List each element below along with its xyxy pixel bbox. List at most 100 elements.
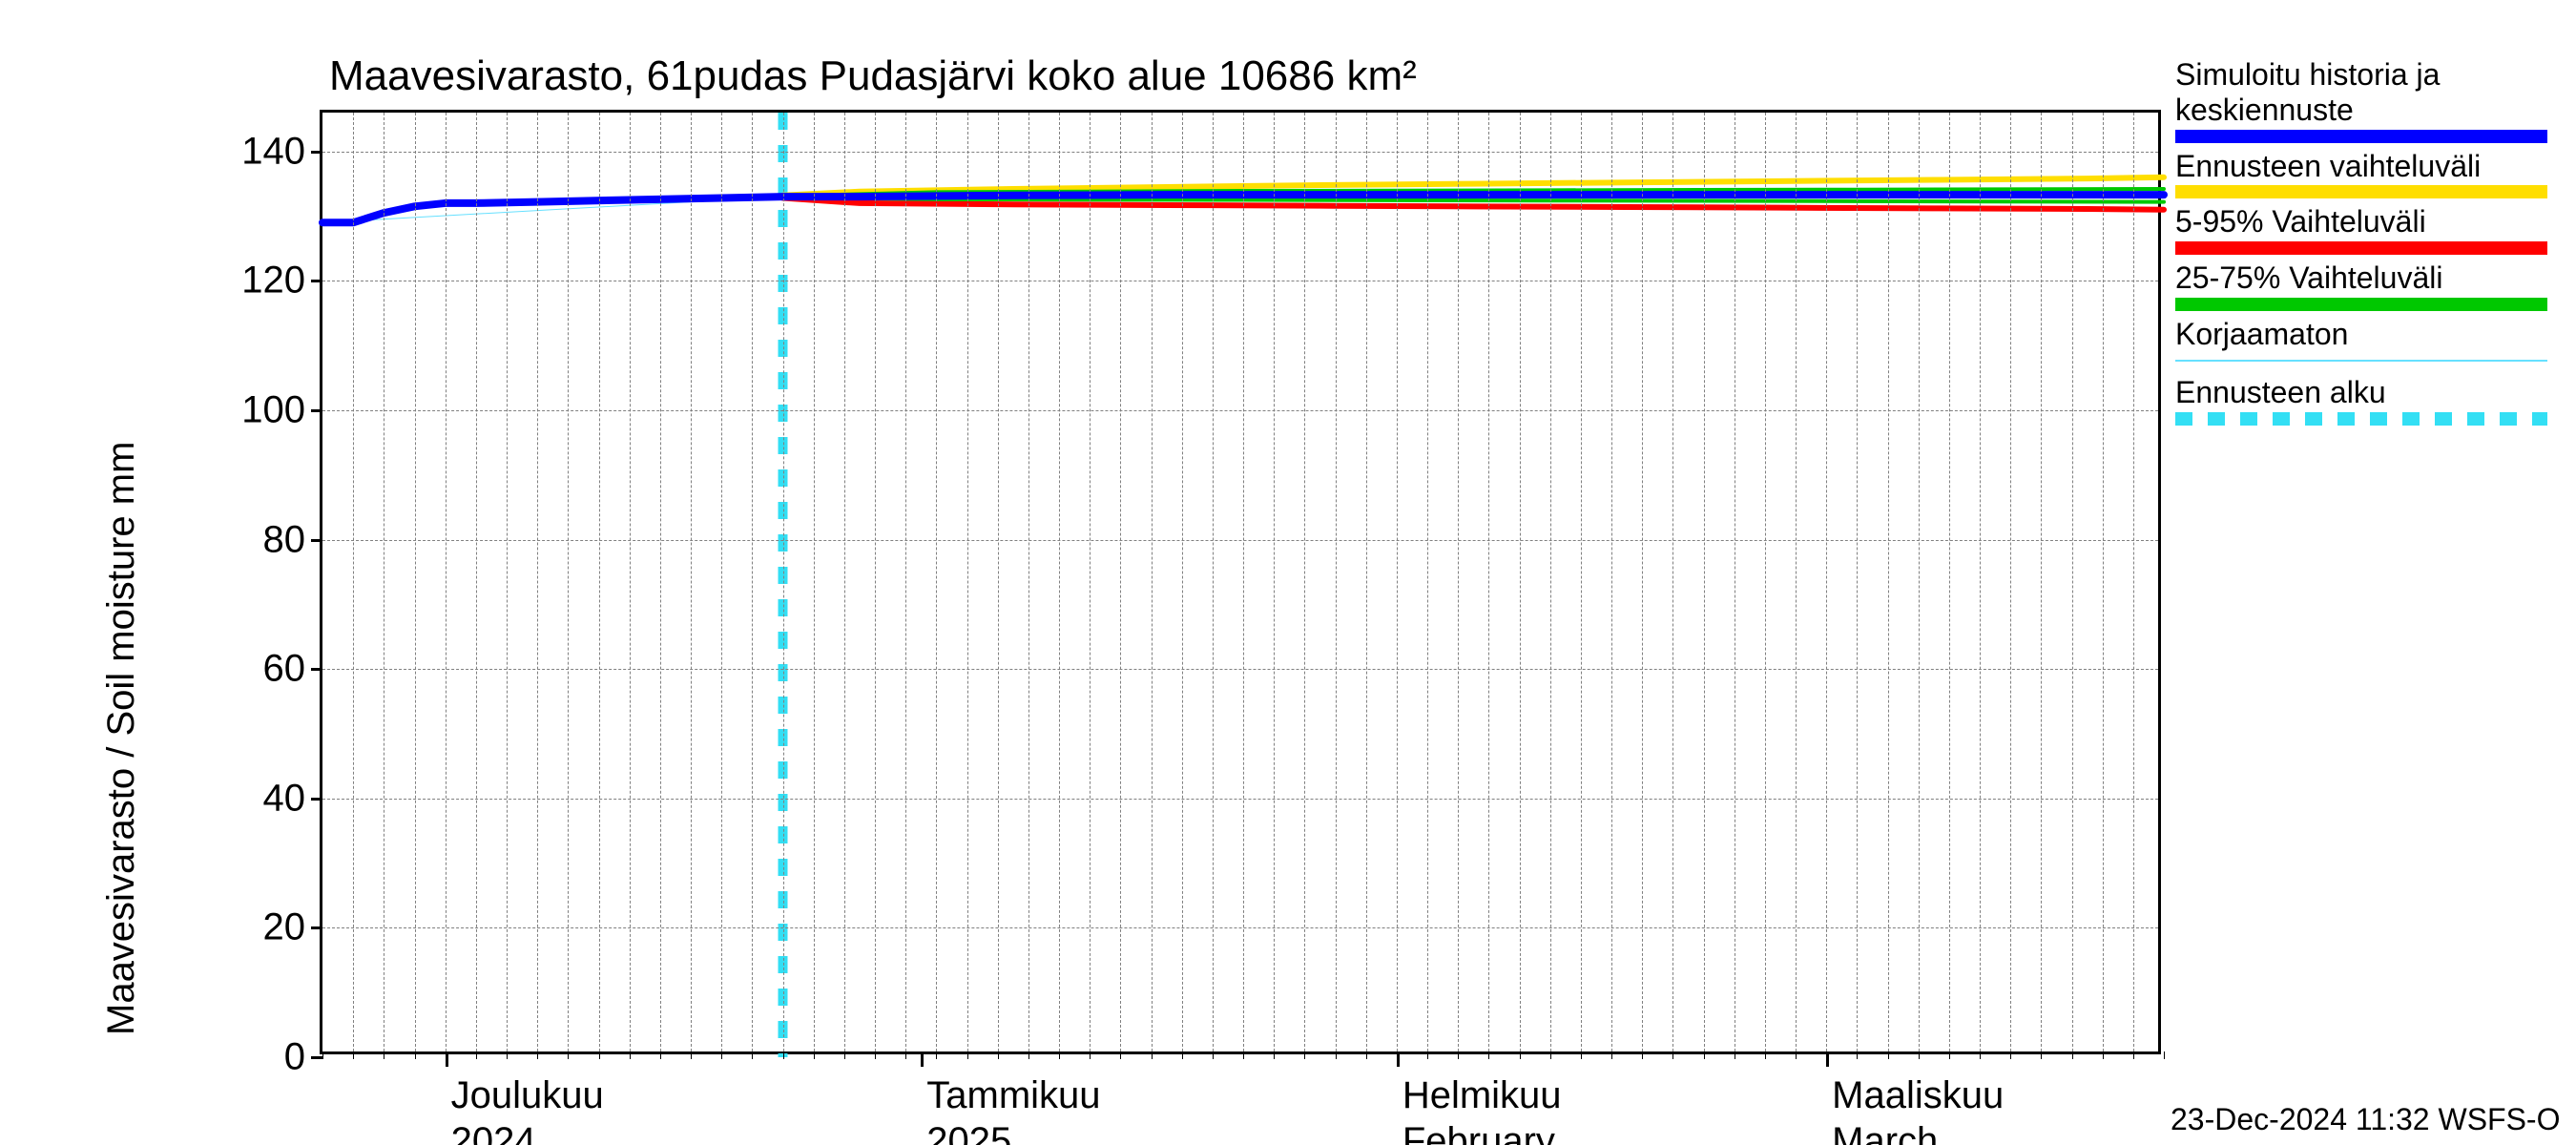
- grid-vertical: [875, 113, 876, 1051]
- grid-vertical: [1611, 113, 1612, 1051]
- x-tick-minor: [905, 1051, 906, 1059]
- grid-vertical: [1059, 113, 1060, 1051]
- y-tick-label: 20: [263, 906, 306, 949]
- x-tick-minor: [691, 1051, 692, 1059]
- grid-vertical: [844, 113, 845, 1051]
- grid-vertical: [1949, 113, 1950, 1051]
- grid-vertical: [1090, 113, 1091, 1051]
- grid-vertical: [1028, 113, 1029, 1051]
- grid-vertical: [1274, 113, 1275, 1051]
- legend-item: Korjaamaton: [2175, 317, 2547, 362]
- y-tick-label: 80: [263, 518, 306, 561]
- x-tick-minor: [1336, 1051, 1337, 1059]
- grid-vertical: [967, 113, 968, 1051]
- y-tick-label: 140: [241, 130, 305, 173]
- grid-vertical: [446, 113, 447, 1051]
- y-tick-mark: [311, 1056, 322, 1059]
- grid-vertical: [814, 113, 815, 1051]
- grid-vertical: [1642, 113, 1643, 1051]
- x-tick-minor: [1458, 1051, 1459, 1059]
- x-tick-minor: [1059, 1051, 1060, 1059]
- x-tick-label: Helmikuu: [1402, 1074, 1562, 1117]
- x-tick-minor: [783, 1051, 784, 1059]
- legend-label: Ennusteen alku: [2175, 375, 2547, 410]
- grid-vertical: [1152, 113, 1153, 1051]
- grid-vertical: [476, 113, 477, 1051]
- grid-vertical: [2010, 113, 2011, 1051]
- legend-label: Simuloitu historia ja: [2175, 57, 2547, 93]
- y-tick-mark: [311, 409, 322, 412]
- x-tick-minor: [936, 1051, 937, 1059]
- grid-vertical: [353, 113, 354, 1051]
- x-tick-minor: [2072, 1051, 2073, 1059]
- y-tick-mark: [311, 798, 322, 801]
- x-tick-minor: [537, 1051, 538, 1059]
- grid-vertical: [721, 113, 722, 1051]
- y-tick-label: 60: [263, 648, 306, 691]
- y-tick-mark: [311, 280, 322, 282]
- x-tick-minor: [2010, 1051, 2011, 1059]
- x-tick-minor: [1765, 1051, 1766, 1059]
- x-tick-minor: [1949, 1051, 1950, 1059]
- x-tick-major: [921, 1051, 924, 1067]
- x-tick-minor: [814, 1051, 815, 1059]
- x-tick-minor: [2041, 1051, 2042, 1059]
- grid-vertical: [660, 113, 661, 1051]
- x-tick-major: [1397, 1051, 1400, 1067]
- grid-vertical: [1826, 113, 1827, 1051]
- grid-vertical: [936, 113, 937, 1051]
- grid-vertical: [415, 113, 416, 1051]
- x-tick-label: Joulukuu: [451, 1074, 604, 1117]
- x-tick-minor: [1304, 1051, 1305, 1059]
- x-tick-sublabel: February: [1402, 1120, 1555, 1145]
- x-tick-label: Tammikuu: [926, 1074, 1100, 1117]
- legend-swatch: [2175, 360, 2547, 362]
- x-tick-minor: [1704, 1051, 1705, 1059]
- legend-label: Korjaamaton: [2175, 317, 2547, 352]
- grid-vertical: [1304, 113, 1305, 1051]
- grid-vertical: [1427, 113, 1428, 1051]
- legend-swatch: [2175, 185, 2547, 198]
- legend-label: Ennusteen vaihteluväli: [2175, 149, 2547, 184]
- legend-label: 5-95% Vaihteluväli: [2175, 204, 2547, 239]
- grid-vertical: [1550, 113, 1551, 1051]
- legend-item: Ennusteen vaihteluväli: [2175, 149, 2547, 199]
- grid-vertical: [1182, 113, 1183, 1051]
- x-tick-sublabel: 2024: [451, 1120, 536, 1145]
- grid-vertical: [1397, 113, 1398, 1051]
- grid-vertical: [537, 113, 538, 1051]
- grid-vertical: [1120, 113, 1121, 1051]
- grid-vertical: [1888, 113, 1889, 1051]
- grid-vertical: [752, 113, 753, 1051]
- grid-vertical: [1213, 113, 1214, 1051]
- grid-vertical: [568, 113, 569, 1051]
- x-tick-major: [446, 1051, 448, 1067]
- grid-vertical: [1672, 113, 1673, 1051]
- grid-vertical: [507, 113, 508, 1051]
- y-tick-mark: [311, 539, 322, 542]
- legend: Simuloitu historia jakeskiennusteEnnuste…: [2175, 57, 2547, 431]
- y-tick-label: 120: [241, 260, 305, 302]
- y-tick-mark: [311, 151, 322, 154]
- legend-swatch: [2175, 298, 2547, 311]
- x-tick-minor: [476, 1051, 477, 1059]
- y-axis-label: Maavesivarasto / Soil moisture mm: [100, 442, 143, 1035]
- x-tick-minor: [1427, 1051, 1428, 1059]
- grid-vertical: [1765, 113, 1766, 1051]
- x-tick-minor: [1182, 1051, 1183, 1059]
- x-tick-major: [1826, 1051, 1829, 1067]
- x-tick-minor: [1274, 1051, 1275, 1059]
- x-tick-minor: [1090, 1051, 1091, 1059]
- x-tick-minor: [1611, 1051, 1612, 1059]
- x-tick-sublabel: 2025: [926, 1120, 1011, 1145]
- x-tick-minor: [1888, 1051, 1889, 1059]
- x-tick-minor: [967, 1051, 968, 1059]
- grid-vertical: [599, 113, 600, 1051]
- x-tick-minor: [1980, 1051, 1981, 1059]
- x-tick-minor: [568, 1051, 569, 1059]
- legend-item: Ennusteen alku: [2175, 375, 2547, 426]
- grid-vertical: [1520, 113, 1521, 1051]
- grid-vertical: [1919, 113, 1920, 1051]
- grid-vertical: [998, 113, 999, 1051]
- grid-vertical: [1488, 113, 1489, 1051]
